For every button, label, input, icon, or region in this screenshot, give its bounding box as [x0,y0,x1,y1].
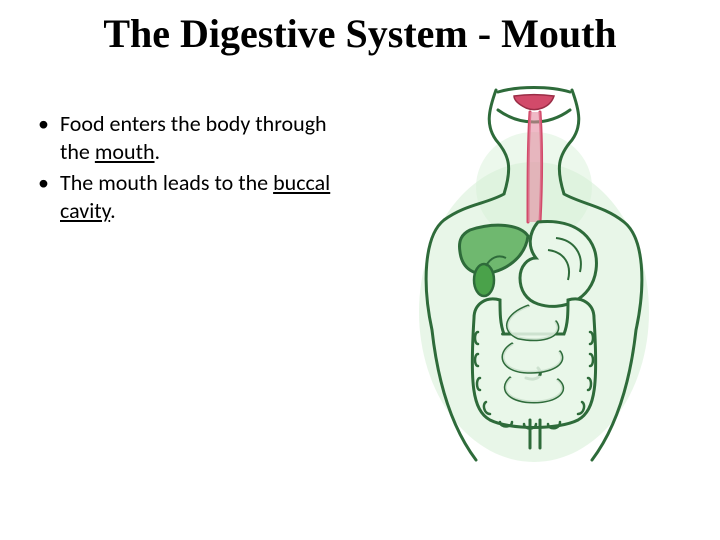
bullet-text-underlined: mouth [95,138,155,165]
gallbladder [474,264,494,296]
stomach [520,222,596,307]
bullet-text-pre: The mouth leads to the [60,169,273,196]
digestive-system-svg [378,82,688,482]
slide: The Digestive System - Mouth Food enters… [0,0,720,540]
esophagus-fill [528,112,542,222]
bullet-item: Food enters the body through the mouth. [60,110,360,165]
bullet-item: The mouth leads to the buccal cavity. [60,169,360,224]
pharynx-fill [514,95,554,110]
slide-title: The Digestive System - Mouth [0,12,720,56]
bullet-content: Food enters the body through the mouth. … [30,110,360,228]
digestive-system-diagram [378,82,688,482]
bullet-list: Food enters the body through the mouth. … [30,110,360,224]
bullet-text-post: . [155,138,161,165]
small-intestine-fill [503,306,563,402]
bullet-text-post: . [110,197,116,224]
